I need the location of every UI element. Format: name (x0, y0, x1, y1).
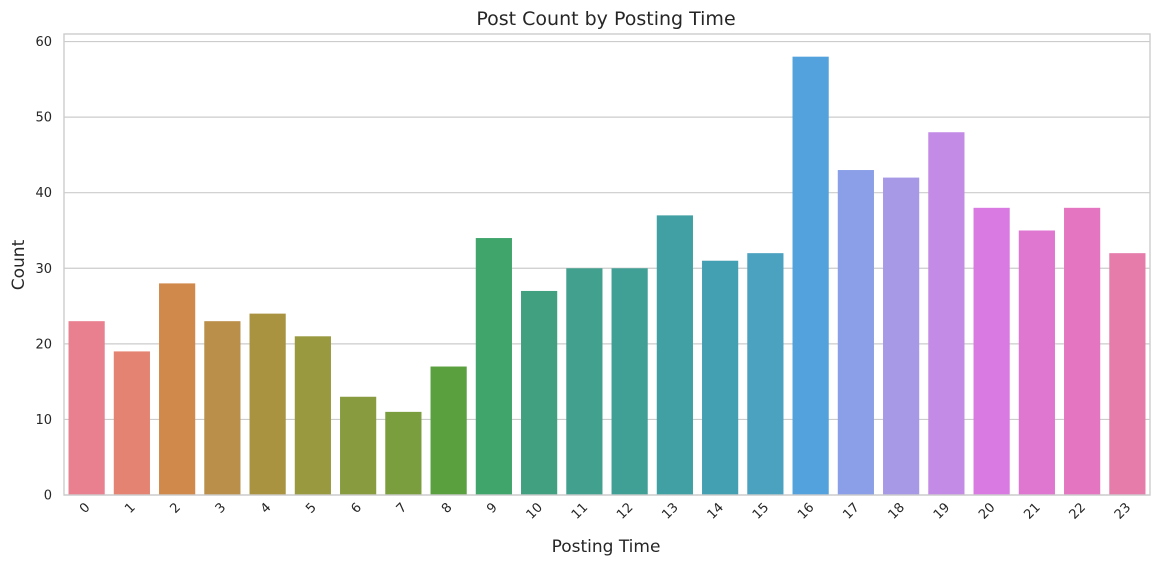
x-tick-label: 19 (931, 500, 953, 522)
bar-11 (566, 268, 603, 495)
x-tick-label: 2 (167, 500, 183, 516)
grid-layer (64, 40, 1150, 496)
bar-15 (747, 253, 784, 495)
y-tick-label: 60 (35, 35, 52, 50)
bar-14 (702, 260, 739, 495)
bar-19 (928, 132, 965, 495)
bar-5 (294, 336, 331, 495)
bar-4 (249, 313, 286, 495)
x-tick-label: 0 (77, 500, 93, 516)
y-tick-label: 50 (35, 111, 52, 126)
bar-18 (883, 177, 920, 496)
y-tick-label: 0 (44, 489, 52, 504)
bar-13 (656, 215, 693, 495)
bar-16 (792, 56, 829, 496)
x-tick-label: 1 (122, 500, 138, 516)
x-tick-label: 22 (1067, 500, 1089, 522)
x-tick-label: 14 (705, 500, 727, 522)
y-axis-label: Count (9, 239, 29, 290)
x-axis-label: Posting Time (552, 537, 661, 557)
x-tick-label: 11 (569, 500, 591, 522)
x-tick-label: 4 (258, 500, 274, 516)
bar-8 (430, 366, 467, 495)
x-tick-label: 15 (750, 500, 772, 522)
x-tick-label: 6 (348, 500, 364, 516)
bar-2 (159, 283, 196, 495)
x-axis-ticks: 0 1 2 3 4 5 6 7 8 9 10 11 12 13 14 15 16 17 18 19 20 21 22 23 (77, 500, 1134, 522)
x-tick-label: 20 (976, 500, 998, 522)
chart-title: Post Count by Posting Time (476, 8, 735, 30)
y-tick-label: 40 (35, 186, 52, 201)
x-tick-label: 3 (213, 500, 229, 516)
x-tick-label: 10 (524, 500, 546, 522)
bar-7 (385, 411, 422, 495)
bar-17 (837, 170, 874, 496)
x-tick-label: 18 (886, 500, 908, 522)
x-tick-label: 7 (394, 500, 410, 516)
x-tick-label: 16 (795, 500, 817, 522)
bars-layer (68, 56, 1146, 496)
bar-23 (1109, 253, 1146, 495)
x-tick-label: 23 (1112, 500, 1134, 522)
bar-9 (475, 238, 512, 495)
x-tick-label: 12 (614, 500, 636, 522)
x-tick-label: 5 (303, 500, 319, 516)
bar-20 (973, 207, 1010, 495)
bar-10 (521, 290, 558, 495)
x-tick-label: 21 (1021, 500, 1043, 522)
bar-21 (1018, 230, 1055, 495)
bar-22 (1064, 207, 1101, 495)
bar-1 (113, 351, 150, 495)
x-tick-label: 9 (484, 500, 500, 516)
y-axis-ticks: 0 10 20 30 40 50 60 (35, 35, 52, 503)
bar-3 (204, 321, 241, 495)
y-tick-label: 20 (35, 337, 52, 352)
plot-frame (63, 33, 1151, 496)
bar-6 (340, 396, 377, 495)
y-tick-label: 30 (35, 262, 52, 277)
x-tick-label: 13 (659, 500, 681, 522)
y-tick-label: 10 (35, 413, 52, 428)
bar-0 (68, 321, 105, 495)
x-tick-label: 17 (840, 500, 862, 522)
bar-12 (611, 268, 648, 495)
x-tick-label: 8 (439, 500, 455, 516)
